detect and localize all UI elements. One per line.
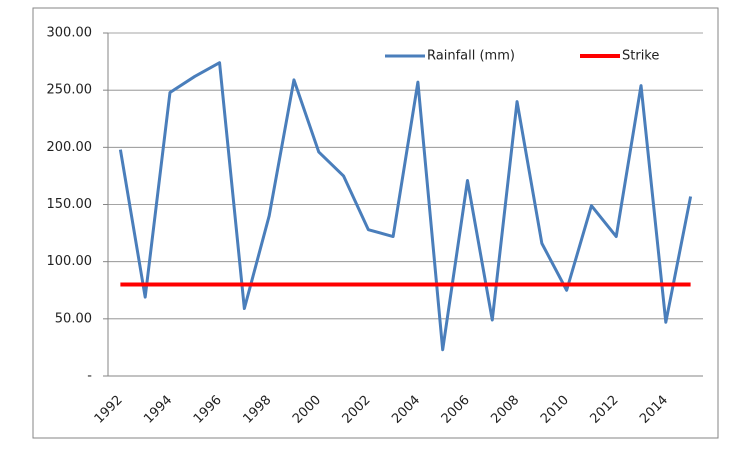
y-tick-label: 100.00: [47, 254, 93, 269]
chart-border: [32, 7, 719, 439]
y-tick-label: 250.00: [47, 83, 93, 98]
y-tick-label: 300.00: [47, 26, 93, 41]
legend-label: Strike: [622, 49, 659, 64]
y-tick-label: 50.00: [55, 311, 92, 326]
series-line: [118, 61, 693, 352]
legend-label: Rainfall (mm): [427, 49, 515, 64]
y-tick-label: -: [87, 369, 92, 384]
y-tick-label: 150.00: [47, 197, 93, 212]
y-tick-label: 200.00: [47, 140, 93, 155]
